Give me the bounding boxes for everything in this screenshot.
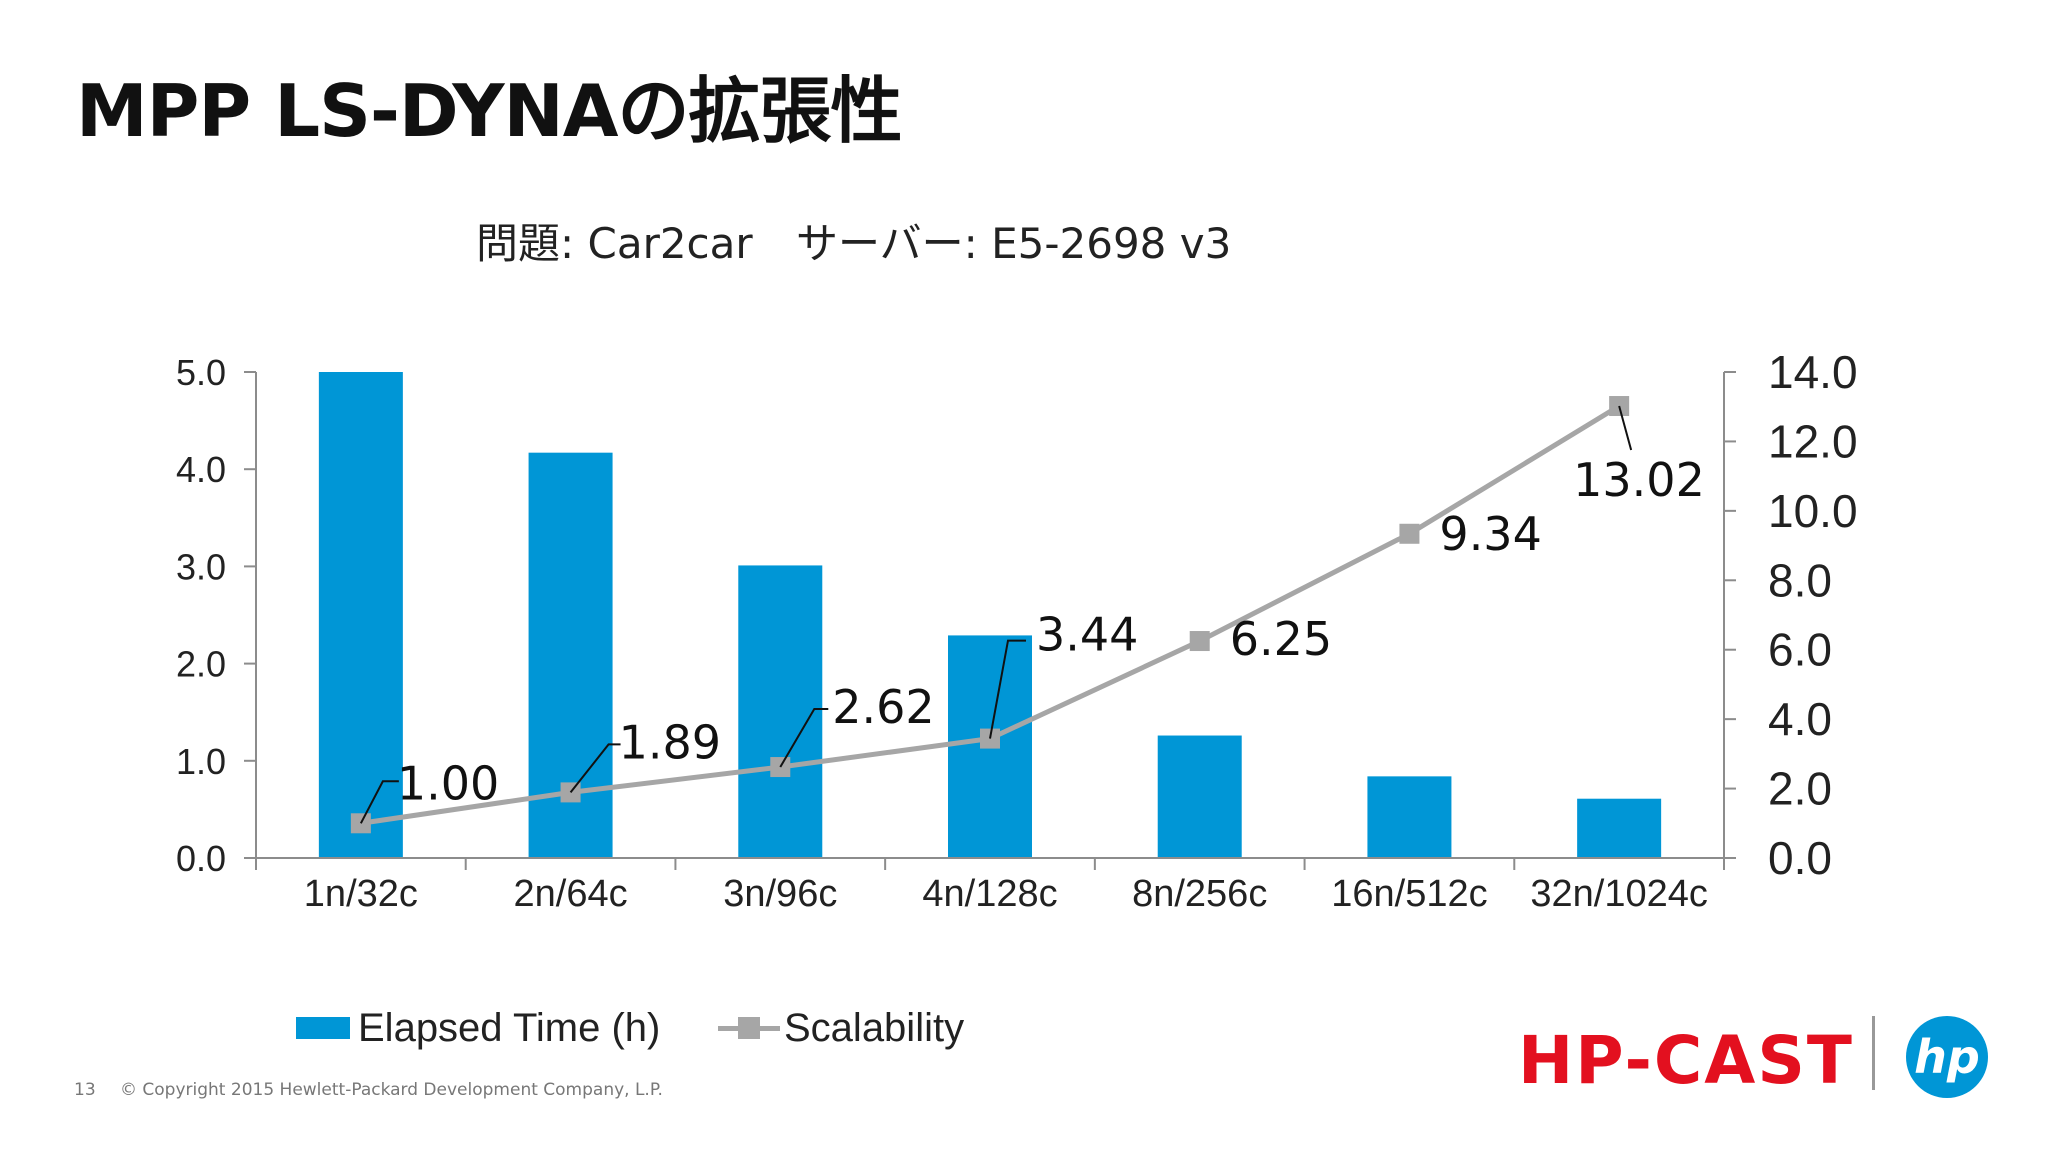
legend-scalability-label: Scalability: [784, 1005, 965, 1050]
scalability-data-label: 1.89: [619, 715, 721, 769]
left-y-tick-label: 1.0: [176, 741, 226, 782]
x-tick-label: 32n/1024c: [1530, 873, 1708, 915]
scalability-data-label: 9.34: [1439, 507, 1541, 561]
x-tick-label: 8n/256c: [1132, 873, 1267, 915]
legend-elapsed-time: Elapsed Time (h): [296, 1000, 660, 1056]
right-y-tick-label: 6.0: [1768, 624, 1832, 676]
elapsed-time-bar: [1157, 735, 1242, 858]
left-y-tick-label: 3.0: [176, 546, 226, 587]
x-tick-label: 16n/512c: [1331, 873, 1487, 915]
server-label: サーバー: E5-2698 v3: [796, 219, 1232, 268]
scalability-data-label: 6.25: [1230, 612, 1332, 666]
right-y-tick-label: 12.0: [1768, 415, 1858, 467]
scalability-data-label: 1.00: [397, 756, 499, 810]
left-y-tick-label: 0.0: [176, 838, 226, 879]
scalability-data-label: 3.44: [1036, 608, 1138, 662]
scalability-label-leader: [989, 639, 1026, 739]
problem-label: 問題: Car2car: [476, 219, 753, 268]
scalability-label-leader: [779, 708, 829, 768]
scalability-marker: [1399, 523, 1420, 544]
copyright-notice: © Copyright 2015 Hewlett-Packard Develop…: [120, 1080, 663, 1100]
elapsed-time-bar: [318, 372, 403, 858]
right-y-tick-label: 14.0: [1768, 346, 1858, 398]
elapsed-time-bar: [738, 565, 823, 858]
scalability-label-leader: [359, 780, 399, 824]
elapsed-time-bar: [1367, 776, 1452, 858]
right-y-tick-label: 4.0: [1768, 693, 1832, 745]
scalability-label-leader: [569, 743, 621, 794]
right-y-tick-label: 10.0: [1768, 485, 1858, 537]
legend-scalability: Scalability: [718, 1000, 964, 1056]
legend-bar-swatch: [296, 1017, 350, 1039]
elapsed-time-bar: [1577, 798, 1662, 858]
hp-logo: hp: [1906, 1016, 1988, 1098]
slide-title: MPP LS-DYNAの拡張性: [76, 69, 903, 153]
scalability-label-leader: [1618, 405, 1633, 451]
left-y-tick-label: 2.0: [176, 644, 226, 685]
x-tick-label: 2n/64c: [514, 873, 628, 915]
right-y-tick-label: 0.0: [1768, 832, 1832, 884]
scalability-marker: [1189, 631, 1210, 652]
scalability-data-label: 2.62: [832, 680, 934, 734]
x-tick-label: 3n/96c: [723, 873, 837, 915]
left-y-tick-label: 5.0: [176, 352, 226, 393]
left-y-tick-label: 4.0: [176, 449, 226, 490]
right-y-tick-label: 2.0: [1768, 763, 1832, 815]
logo-divider: [1872, 1016, 1875, 1090]
hp-cast-logo: HP-CAST: [1518, 1022, 1854, 1099]
legend-elapsed-time-label: Elapsed Time (h): [358, 1005, 661, 1050]
page-number: 13: [74, 1080, 96, 1100]
right-y-tick-label: 8.0: [1768, 554, 1832, 606]
legend-line-swatch: [718, 1015, 780, 1041]
scalability-data-label: 13.02: [1573, 453, 1705, 507]
x-tick-label: 4n/128c: [922, 873, 1057, 915]
x-tick-label: 1n/32c: [304, 873, 418, 915]
